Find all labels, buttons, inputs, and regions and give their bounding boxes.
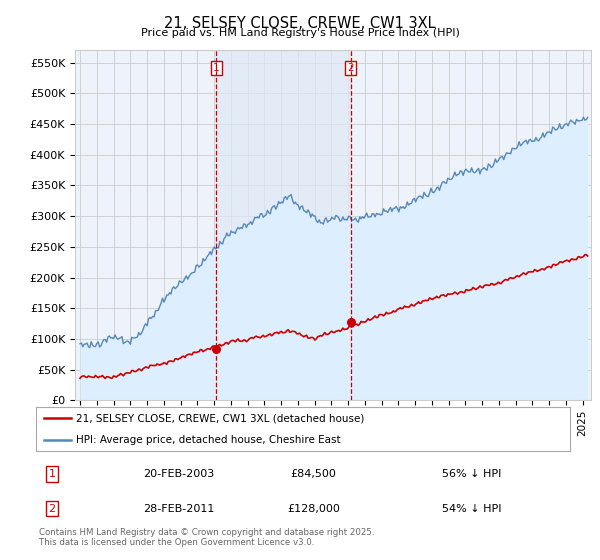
Text: 21, SELSEY CLOSE, CREWE, CW1 3XL: 21, SELSEY CLOSE, CREWE, CW1 3XL	[164, 16, 436, 31]
Text: HPI: Average price, detached house, Cheshire East: HPI: Average price, detached house, Ches…	[76, 435, 341, 445]
Text: 1: 1	[49, 469, 56, 479]
Text: £84,500: £84,500	[291, 469, 337, 479]
Text: Price paid vs. HM Land Registry's House Price Index (HPI): Price paid vs. HM Land Registry's House …	[140, 28, 460, 38]
Text: £128,000: £128,000	[287, 503, 340, 514]
Text: Contains HM Land Registry data © Crown copyright and database right 2025.
This d: Contains HM Land Registry data © Crown c…	[39, 528, 374, 547]
Bar	[216, 50, 351, 400]
Text: 2: 2	[49, 503, 56, 514]
Text: 54% ↓ HPI: 54% ↓ HPI	[442, 503, 502, 514]
Text: 20-FEB-2003: 20-FEB-2003	[143, 469, 214, 479]
Text: 2: 2	[347, 63, 354, 73]
Text: 56% ↓ HPI: 56% ↓ HPI	[442, 469, 501, 479]
Text: 1: 1	[213, 63, 220, 73]
Text: 21, SELSEY CLOSE, CREWE, CW1 3XL (detached house): 21, SELSEY CLOSE, CREWE, CW1 3XL (detach…	[76, 413, 364, 423]
Text: 28-FEB-2011: 28-FEB-2011	[143, 503, 214, 514]
